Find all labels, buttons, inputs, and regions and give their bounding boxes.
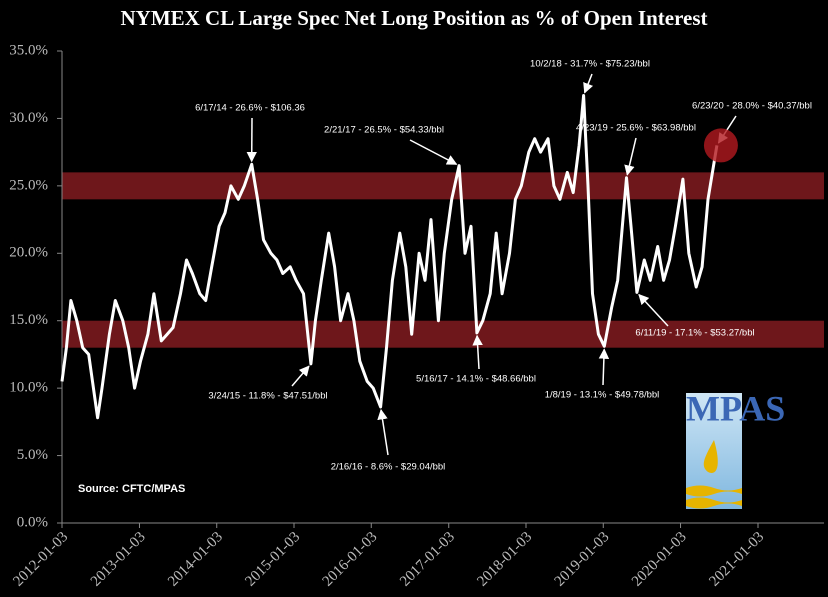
annotation-arrow [624, 137, 637, 176]
annotation-arrow [638, 293, 669, 327]
annotation-arrow [377, 408, 389, 456]
y-tick-label: 25.0% [9, 177, 48, 193]
y-tick-label: 35.0% [9, 42, 48, 58]
y-tick-label: 30.0% [9, 110, 48, 126]
source: Source: CFTC/MPAS [78, 483, 185, 495]
annotation-arrow [409, 139, 458, 165]
y-tick-label: 15.0% [9, 312, 48, 328]
x-tick-label: 2018-01-03 [474, 529, 535, 590]
annotation-label: 4/23/19 - 25.6% - $63.98/bbl [576, 123, 696, 134]
annotation-arrow [472, 334, 483, 370]
logo: MPAS [686, 388, 785, 509]
x-tick-label: 2015-01-03 [242, 529, 303, 590]
annotation-label: 6/11/19 - 17.1% - $53.27/bbl [635, 328, 754, 339]
x-tick-label: 2019-01-03 [552, 529, 613, 590]
y-tick-label: 5.0% [17, 447, 48, 463]
x-tick-label: 2012-01-03 [10, 529, 71, 590]
annotation-label: 3/24/15 - 11.8% - $47.51/bbl [208, 391, 327, 402]
x-tick-label: 2017-01-03 [397, 529, 458, 590]
logo-text: MPAS [686, 388, 785, 428]
annotation-label: 6/23/20 - 28.0% - $40.37/bbl [692, 101, 812, 112]
y-tick-label: 0.0% [17, 514, 48, 530]
data-line [60, 94, 719, 420]
x-tick-label: 2020-01-03 [629, 529, 690, 590]
band [62, 172, 824, 200]
x-tick-label: 2021-01-03 [706, 529, 767, 590]
y-tick-label: 20.0% [9, 245, 48, 261]
annotation-label: 1/8/19 - 13.1% - $49.78/bbl [545, 390, 660, 401]
annotation-arrow [598, 348, 610, 386]
annotation-label: 2/16/16 - 8.6% - $29.04/bbl [331, 462, 446, 473]
annotation-label: 6/17/14 - 26.6% - $106.36 [195, 103, 305, 114]
x-tick-label: 2013-01-03 [88, 529, 149, 590]
x-tick-label: 2016-01-03 [320, 529, 381, 590]
highlight-circle [703, 128, 738, 163]
chart-title: NYMEX CL Large Spec Net Long Position as… [120, 6, 707, 30]
annotation-label: 5/16/17 - 14.1% - $48.66/bbl [416, 374, 536, 385]
annotation-label: 2/21/17 - 26.5% - $54.33/bbl [324, 125, 444, 136]
annotation-arrow [583, 73, 594, 94]
annotation-label: 10/2/18 - 31.7% - $75.23/bbl [530, 59, 650, 70]
y-tick-label: 10.0% [9, 380, 48, 396]
band [62, 320, 824, 348]
annotation-arrow [291, 365, 310, 387]
x-tick-label: 2014-01-03 [165, 529, 226, 590]
